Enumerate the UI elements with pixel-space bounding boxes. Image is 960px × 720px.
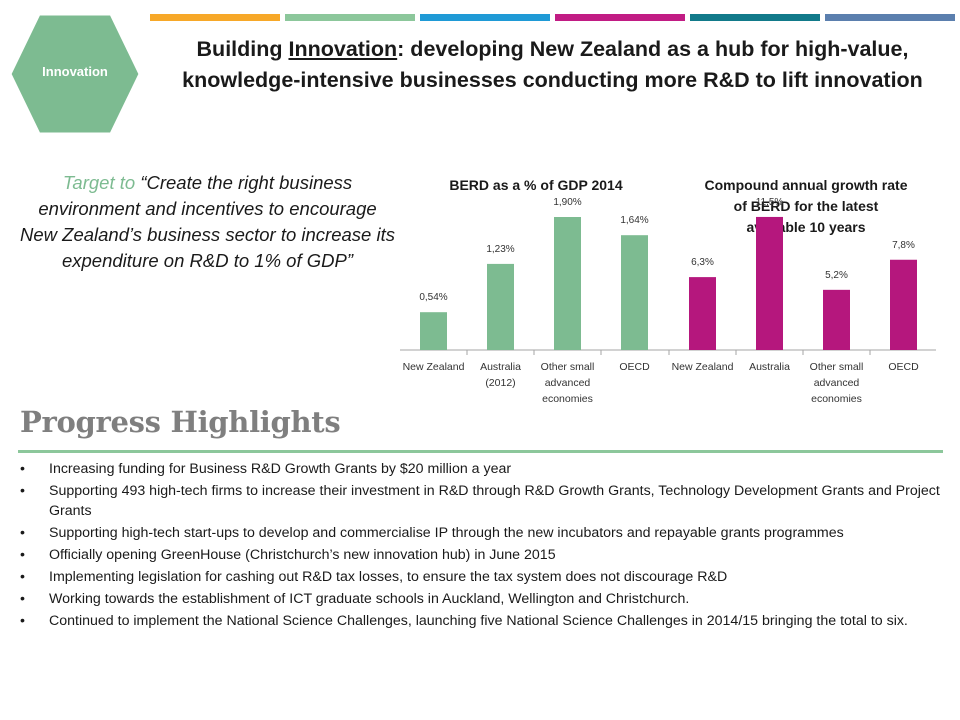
progress-item-text: Working towards the establishment of ICT… xyxy=(49,591,690,607)
bullet-dot: • xyxy=(20,613,25,629)
progress-item: • Officially opening GreenHouse (Christch… xyxy=(20,545,950,565)
chart-category-label: Australia (2012) xyxy=(480,361,521,389)
progress-item-text: Officially opening GreenHouse (Christchu… xyxy=(49,547,556,563)
chart-bar xyxy=(823,289,850,350)
chart-data-label: 1,23% xyxy=(486,244,514,255)
progress-item-text: Supporting high-tech start-ups to develo… xyxy=(49,525,844,541)
progress-item: • Implementing legislation for cashing ou… xyxy=(20,567,950,587)
chart-data-label: 7,8% xyxy=(892,240,915,251)
chart-data-label: 5,2% xyxy=(825,270,848,281)
chart-data-label: 11,5% xyxy=(756,197,784,208)
chart-data-label: 0,54% xyxy=(419,292,447,303)
page-title: Building Innovation: developing New Zeal… xyxy=(160,34,945,96)
target-quote: “Create the right business environment a… xyxy=(20,172,395,271)
bullet-dot: • xyxy=(20,483,25,499)
top-bar-5 xyxy=(690,14,820,21)
progress-item-text: Increasing funding for Business R&D Grow… xyxy=(49,461,512,477)
chart-title: Compound annual growth rate of BERD for t… xyxy=(705,177,908,235)
chart-data-label: 6,3% xyxy=(691,257,714,268)
top-bar-1 xyxy=(150,14,280,21)
target-statement: Target to “Create the right business env… xyxy=(20,170,395,274)
section-divider xyxy=(18,450,943,453)
hexagon-shape xyxy=(8,12,142,136)
top-bar-3 xyxy=(420,14,550,21)
chart-category-label: Other small advanced economies xyxy=(810,361,864,405)
progress-item-text: Supporting 493 high-tech firms to increa… xyxy=(49,483,940,519)
progress-list: • Increasing funding for Business R&D Gro… xyxy=(20,459,950,633)
top-bar-2 xyxy=(285,14,415,21)
chart-bar xyxy=(487,263,514,350)
progress-item: • Supporting 493 high-tech firms to incre… xyxy=(20,481,950,521)
berd-charts: BERD as a % of GDP 2014 0,54% New Zealand 1… xyxy=(400,177,936,405)
progress-heading: Progress Highlights xyxy=(20,405,341,439)
progress-item-text: Continued to implement the National Scie… xyxy=(49,613,908,629)
chart-category-label: OECD xyxy=(888,361,919,373)
chart-data-label: 1,90% xyxy=(553,197,581,208)
bullet-dot: • xyxy=(20,591,25,607)
chart-bar xyxy=(420,312,447,350)
chart-bar xyxy=(890,259,917,350)
title-rest: : developing New Zealand as a hub for hi… xyxy=(182,37,923,92)
chart-bar xyxy=(554,217,581,350)
bullet-dot: • xyxy=(20,525,25,541)
chart-bar xyxy=(689,277,716,350)
chart-data-label: 1,64% xyxy=(620,215,648,226)
chart-category-label: New Zealand xyxy=(403,361,465,373)
innovation-badge-label: Innovation xyxy=(42,64,108,79)
bullet-dot: • xyxy=(20,547,25,563)
progress-item: • Increasing funding for Business R&D Gro… xyxy=(20,459,950,479)
top-bar-4 xyxy=(555,14,685,21)
chart-category-label: OECD xyxy=(619,361,650,373)
progress-item-text: Implementing legislation for cashing out… xyxy=(49,569,728,585)
bullet-dot: • xyxy=(20,461,25,477)
progress-item: • Supporting high-tech start-ups to devel… xyxy=(20,523,950,543)
chart-title: BERD as a % of GDP 2014 xyxy=(449,177,622,193)
title-underlined-word: Innovation xyxy=(288,37,398,61)
chart-category-label: Australia xyxy=(749,361,790,373)
innovation-hexagon-badge xyxy=(8,12,142,136)
chart-bar xyxy=(621,235,648,350)
top-color-bars xyxy=(150,14,955,22)
progress-item: • Continued to implement the National Sci… xyxy=(20,611,950,631)
bullet-dot: • xyxy=(20,569,25,585)
target-lead: Target to xyxy=(62,172,141,193)
progress-item: • Working towards the establishment of IC… xyxy=(20,589,950,609)
chart-category-label: Other small advanced economies xyxy=(541,361,595,405)
chart-category-label: New Zealand xyxy=(672,361,734,373)
top-bar-6 xyxy=(825,14,955,21)
chart-bar xyxy=(756,216,783,350)
title-prefix: Building xyxy=(196,37,289,61)
